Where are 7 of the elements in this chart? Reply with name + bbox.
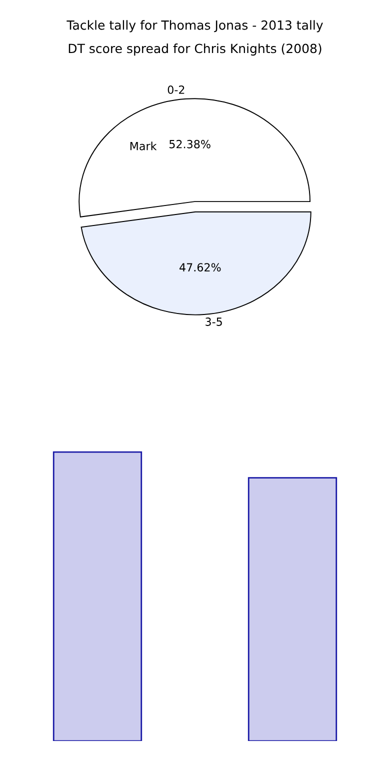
- data-label: 47.62%: [180, 263, 221, 272]
- chart-title: Tackle tally for Thomas Jonas - 2013 tally: [66, 20, 323, 32]
- slice-label: 3-5: [206, 318, 222, 326]
- data-label: 52.38%: [170, 140, 210, 148]
- chart-title: DT score spread for Chris Knights (2008): [68, 44, 322, 56]
- text: Mark: [130, 142, 157, 150]
- slice-label: 0-2: [168, 86, 184, 94]
